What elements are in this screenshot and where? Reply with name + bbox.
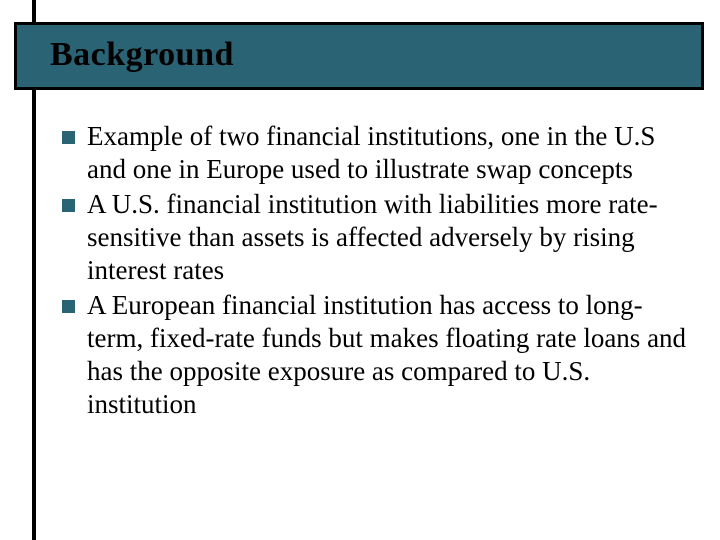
bullet-text: A European financial institution has acc… <box>87 289 690 421</box>
list-item: Example of two financial institutions, o… <box>62 120 690 186</box>
slide-body: Example of two financial institutions, o… <box>62 120 690 422</box>
bullet-text: Example of two financial institutions, o… <box>87 120 690 186</box>
bullet-icon <box>62 131 75 144</box>
list-item: A European financial institution has acc… <box>62 289 690 421</box>
slide-title: Background <box>50 36 234 74</box>
bullet-icon <box>62 199 75 212</box>
list-item: A U.S. financial institution with liabil… <box>62 188 690 287</box>
bullet-icon <box>62 300 75 313</box>
bullet-text: A U.S. financial institution with liabil… <box>87 188 690 287</box>
